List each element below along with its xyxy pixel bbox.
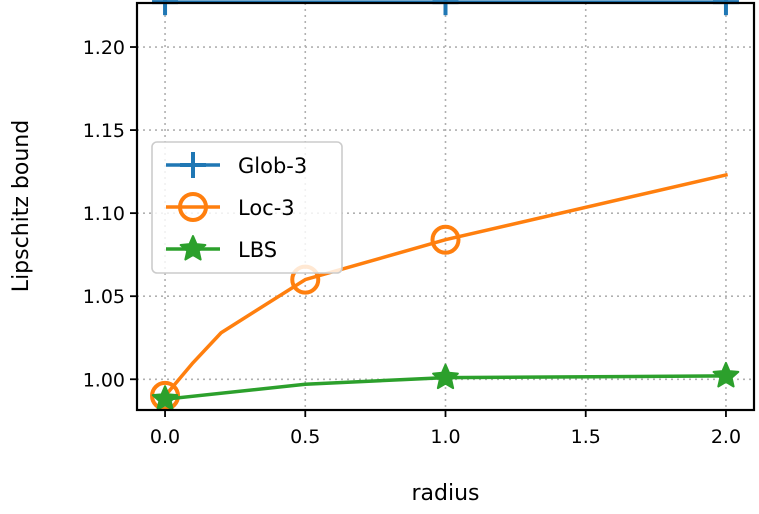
data-point-loc-3 <box>430 224 461 255</box>
axis-ticks: 0.0 0.5 1.0 1.5 2.0 1.00 1.05 1.10 1.15 1.20 <box>83 37 741 448</box>
legend: Glob-3 Loc-3 LBS <box>151 141 343 274</box>
y-tick-label: 1.00 <box>83 369 125 391</box>
y-tick-label: 1.20 <box>83 37 125 59</box>
data-point-lbs <box>432 363 459 390</box>
x-tick-label: 2.0 <box>711 426 741 448</box>
x-tick-label: 0.0 <box>150 426 180 448</box>
data-point-lbs <box>151 385 179 411</box>
legend-label-loc-3: Loc-3 <box>238 196 295 220</box>
legend-label-glob-3: Glob-3 <box>238 154 307 178</box>
y-tick-label: 1.15 <box>83 120 125 142</box>
x-tick-label: 1.0 <box>430 426 460 448</box>
y-tick-label: 1.05 <box>83 286 125 308</box>
x-axis-label: radius <box>411 481 479 506</box>
legend-marker-glob-3 <box>180 152 206 178</box>
x-tick-label: 1.5 <box>571 426 601 448</box>
legend-label-lbs: LBS <box>238 238 277 262</box>
x-tick-label: 0.5 <box>290 426 320 448</box>
legend-marker-lbs <box>179 235 207 261</box>
legend-marker-loc-3 <box>178 192 208 222</box>
y-tick-label: 1.10 <box>83 203 125 225</box>
series-line-loc-3 <box>162 172 729 399</box>
legend-box <box>151 141 343 274</box>
series-line-lbs <box>163 374 728 402</box>
y-axis-label: Lipschitz bound <box>9 120 34 292</box>
data-point-lbs <box>712 361 740 388</box>
